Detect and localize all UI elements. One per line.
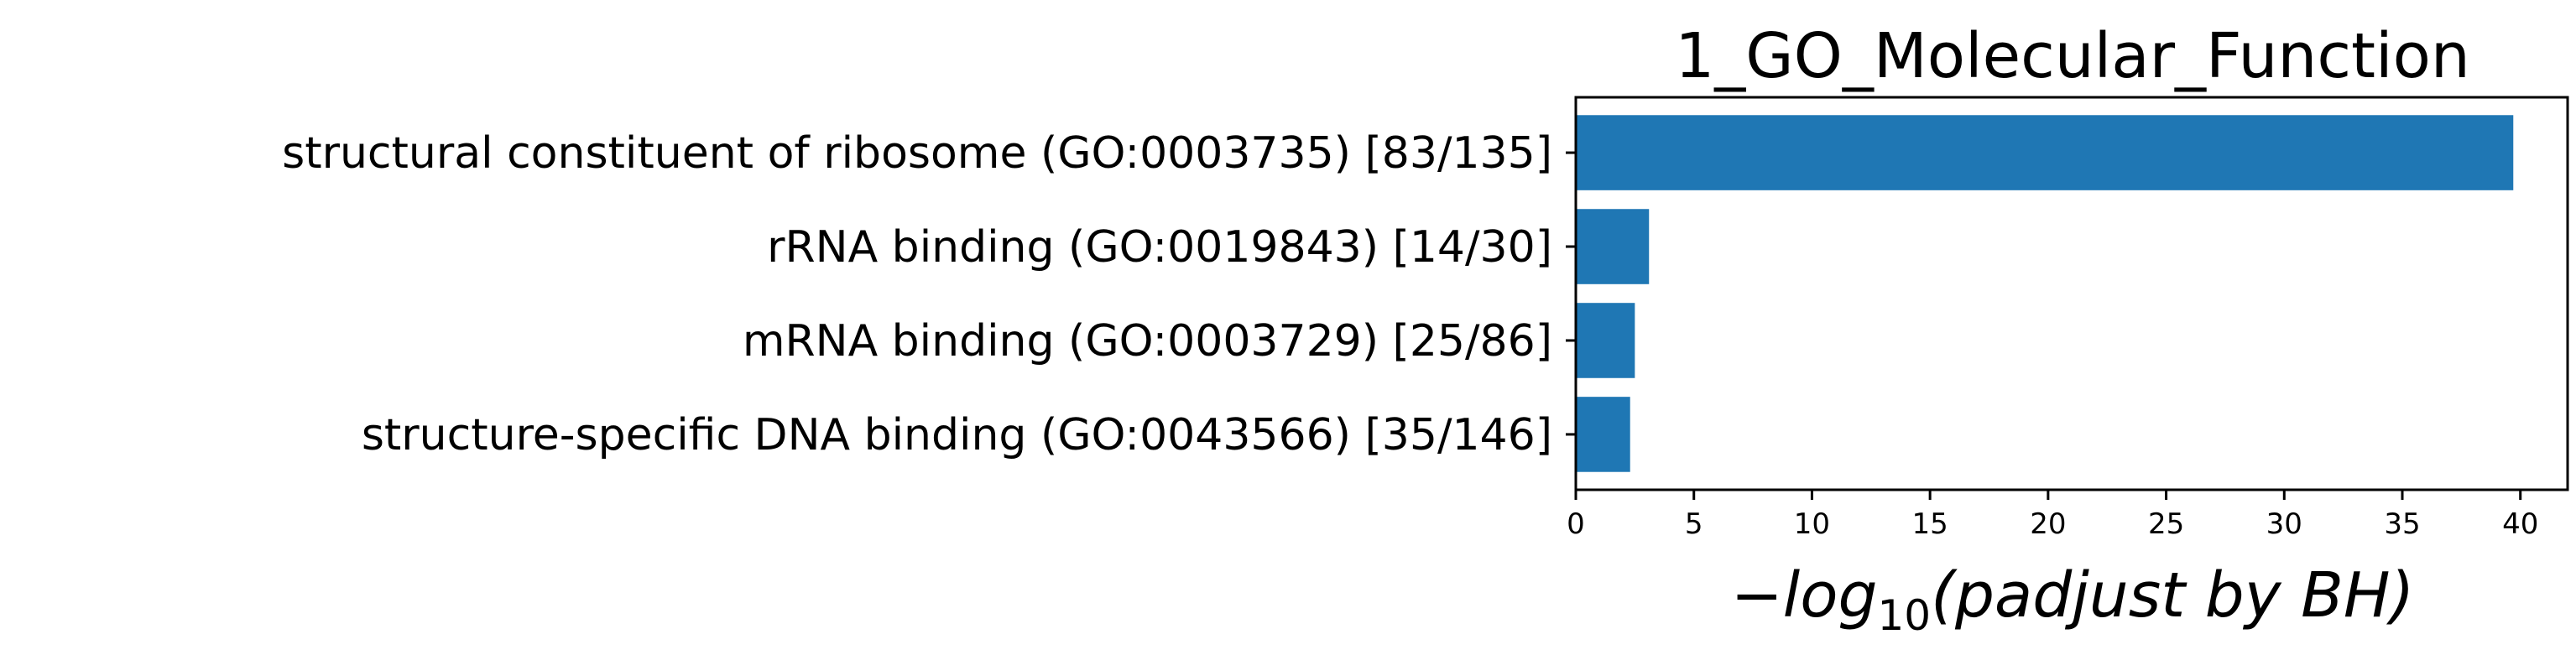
x-axis-label: −log10(padjust by BH) [1731,559,2415,640]
x-axis-label-base: 10 [1877,591,1931,640]
x-tick-label: 0 [1567,507,1585,541]
x-axis-label-log: log [1783,559,1878,632]
plot-frame [1574,96,2569,491]
x-tick-label: 25 [2148,507,2184,541]
bar [1576,209,1650,284]
x-tick-label: 10 [1794,507,1830,541]
x-tick-label: 20 [2030,507,2066,541]
x-axis-label-prefix: − [1731,559,1783,632]
bars-group [1576,115,2514,472]
bar [1576,397,1630,472]
category-label: mRNA binding (GO:0003729) [25/86] [743,316,1552,366]
category-label: structure-specific DNA binding (GO:00435… [362,410,1552,460]
chart-title: 1_GO_Molecular_Function [1675,20,2470,92]
x-tick-label: 15 [1912,507,1948,541]
bar [1576,115,2514,190]
x-tick-label: 35 [2384,507,2420,541]
category-labels: structural constituent of ribosome (GO:0… [282,128,1576,460]
category-label: structural constituent of ribosome (GO:0… [282,128,1552,179]
x-tick-label: 30 [2266,507,2302,541]
bar [1576,303,1635,378]
x-tick-label: 40 [2502,507,2538,541]
x-tick-label: 5 [1685,507,1703,541]
x-axis-ticks: 0 5 10 15 20 25 30 35 40 [1567,490,2538,541]
x-axis-label-paren: (padjust by BH) [1931,559,2414,632]
category-label: rRNA binding (GO:0019843) [14/30] [767,222,1552,273]
